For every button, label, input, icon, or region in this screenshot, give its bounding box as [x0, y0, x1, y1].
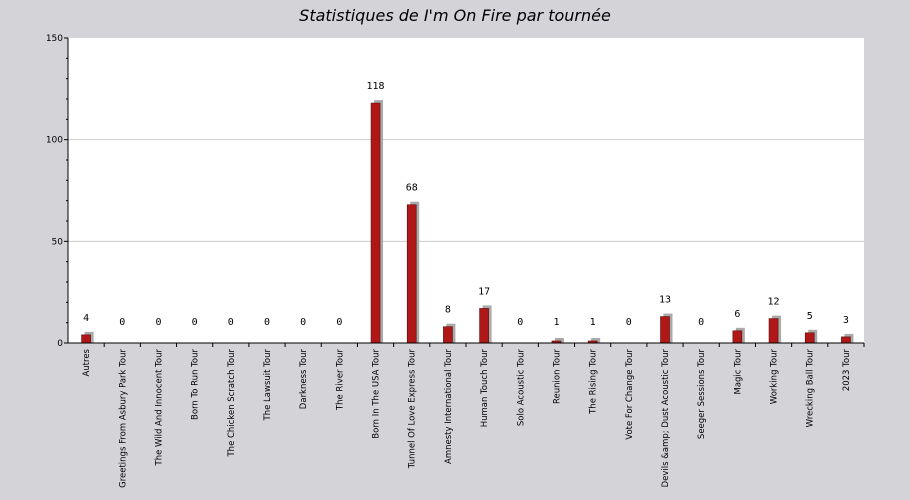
y-axis: 0 50 100 150 — [46, 34, 69, 349]
bar-value-label: 0 — [626, 317, 632, 328]
bar — [841, 336, 851, 344]
x-category-label: Wrecking Ball Tour — [806, 349, 816, 428]
bar-value-label: 8 — [445, 305, 451, 316]
bar — [443, 326, 453, 344]
x-category-label: 2023 Tour — [842, 349, 852, 392]
x-category-label: Greetings From Asbury Park Tour — [118, 349, 128, 488]
bar-value-label: 0 — [192, 317, 198, 328]
bar-value-label: 0 — [228, 317, 234, 328]
x-category-label: Seeger Sessions Tour — [697, 349, 707, 440]
bar-value-label: 0 — [336, 317, 342, 328]
x-category-label: The River Tour — [335, 349, 345, 412]
bar-value-label: 0 — [517, 317, 523, 328]
bar — [768, 318, 779, 344]
bar-value-label: 1 — [553, 317, 559, 328]
bar-value-label: 0 — [300, 317, 306, 328]
x-category-label: The Rising Tour — [589, 349, 599, 415]
bar-value-label: 0 — [155, 317, 161, 328]
bar — [406, 204, 417, 344]
x-category-label: Human Touch Tour — [480, 349, 490, 428]
x-category-label: Born To Run Tour — [191, 349, 201, 420]
y-tick-label: 50 — [52, 237, 64, 247]
bar-value-label: 5 — [807, 311, 813, 322]
bar-value-label: 68 — [406, 183, 418, 194]
x-category-label: Amnesty International Tour — [444, 349, 454, 464]
x-category-label: Darkness Tour — [299, 349, 309, 410]
bar — [804, 332, 815, 344]
bar-shadow — [554, 337, 564, 343]
grid-lines — [68, 139, 864, 242]
bar — [81, 334, 91, 344]
bar — [370, 102, 381, 344]
y-tick-label: 150 — [46, 34, 63, 44]
y-tick-label: 100 — [46, 136, 63, 146]
bar-value-label: 4 — [83, 313, 89, 324]
bar — [660, 316, 670, 344]
plot-area — [68, 38, 864, 343]
bar-value-label: 0 — [264, 317, 270, 328]
x-category-label: Magic Tour — [733, 349, 743, 395]
x-category-label: Devils &amp; Dust Acoustic Tour — [661, 348, 671, 487]
x-category-label: The Chicken Scratch Tour — [227, 349, 237, 458]
bar-value-label: 17 — [478, 286, 490, 297]
x-category-label: The Lawsuit Tour — [263, 348, 273, 421]
bar-value-label: 0 — [119, 317, 125, 328]
x-category-label: Reunion Tour — [552, 349, 562, 405]
bar-shadow — [591, 337, 601, 343]
x-category-label: The Wild And Innocent Tour — [154, 349, 164, 467]
bar-value-label: 0 — [698, 317, 704, 328]
bar — [732, 330, 743, 344]
chart-title: Statistiques de I'm On Fire par tournée — [299, 6, 611, 25]
x-category-label: Born In The USA Tour — [372, 349, 382, 439]
bar-value-label: 1 — [590, 317, 596, 328]
x-axis: Autres Greetings From Asbury Park Tour The… — [68, 342, 865, 488]
x-category-label: Tunnel Of Love Express Tour — [408, 349, 418, 470]
bar-value-label: 13 — [659, 295, 671, 306]
bar-value-label: 12 — [768, 297, 780, 308]
x-category-label: Vote For Change Tour — [625, 349, 635, 440]
bar-value-label: 3 — [843, 315, 849, 326]
bar-value-label: 118 — [367, 81, 385, 92]
x-category-label: Solo Acoustic Tour — [516, 349, 526, 427]
x-category-label: Autres — [82, 348, 92, 376]
y-tick-label: 0 — [57, 339, 63, 349]
bar-value-label: 6 — [734, 309, 740, 320]
bar — [479, 308, 489, 344]
x-category-label: Working Tour — [770, 348, 780, 404]
bars: 4 0 0 0 0 0 0 0 118 68 8 17 0 1 1 0 13 0 6 12 5 3 — [81, 81, 854, 344]
